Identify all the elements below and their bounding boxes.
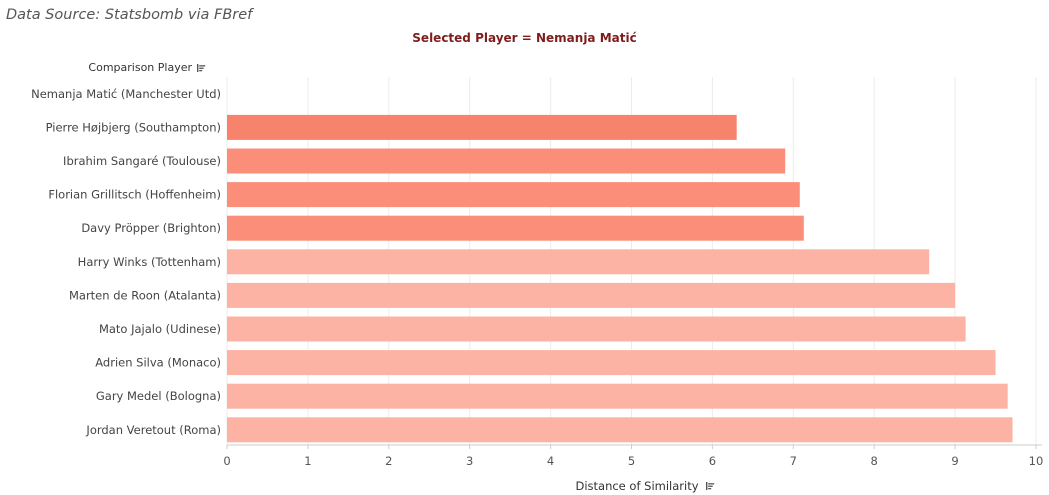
x-tick-label: 10: [1029, 454, 1044, 468]
bar[interactable]: [227, 316, 966, 342]
x-tick-label: 3: [466, 454, 473, 468]
category-label: Florian Grillitsch (Hoffenheim): [48, 188, 221, 202]
x-axis-title[interactable]: Distance of Similarity: [0, 479, 1049, 493]
x-axis-title-label: Distance of Similarity: [575, 479, 699, 493]
bar[interactable]: [227, 182, 800, 208]
x-tick-label: 0: [223, 454, 230, 468]
bar[interactable]: [227, 215, 804, 241]
category-label: Jordan Veretout (Roma): [85, 423, 221, 437]
bar[interactable]: [227, 417, 1013, 443]
sort-descending-icon[interactable]: [705, 481, 715, 491]
category-header-label: Comparison Player: [88, 61, 192, 74]
x-tick-label: 6: [709, 454, 716, 468]
category-label: Ibrahim Sangaré (Toulouse): [63, 154, 221, 168]
category-label: Adrien Silva (Monaco): [95, 356, 221, 370]
chart-subtitle: Selected Player = Nemanja Matić: [412, 31, 637, 45]
x-tick-label: 4: [547, 454, 554, 468]
bar[interactable]: [227, 148, 786, 174]
category-label: Davy Pröpper (Brighton): [81, 221, 221, 235]
x-tick-label: 2: [385, 454, 392, 468]
bar[interactable]: [227, 114, 737, 140]
x-tick-label: 8: [871, 454, 878, 468]
category-label: Pierre Højbjerg (Southampton): [46, 120, 221, 134]
category-label: Gary Medel (Bologna): [96, 389, 221, 403]
sort-descending-icon[interactable]: [196, 63, 206, 73]
data-source-caption: Data Source: Statsbomb via FBref: [6, 7, 253, 23]
bar[interactable]: [227, 350, 996, 376]
bar[interactable]: [227, 249, 930, 275]
x-tick-label: 7: [790, 454, 797, 468]
category-label: Mato Jajalo (Udinese): [99, 322, 221, 336]
x-tick-label: 9: [951, 454, 958, 468]
x-tick-label: 1: [304, 454, 311, 468]
x-tick-label: 5: [628, 454, 635, 468]
category-label: Harry Winks (Tottenham): [78, 255, 221, 269]
category-label: Nemanja Matić (Manchester Utd): [31, 87, 221, 101]
bar[interactable]: [227, 383, 1008, 409]
bar[interactable]: [227, 282, 956, 308]
category-label: Marten de Roon (Atalanta): [69, 288, 221, 302]
category-header[interactable]: Comparison Player: [88, 61, 206, 74]
